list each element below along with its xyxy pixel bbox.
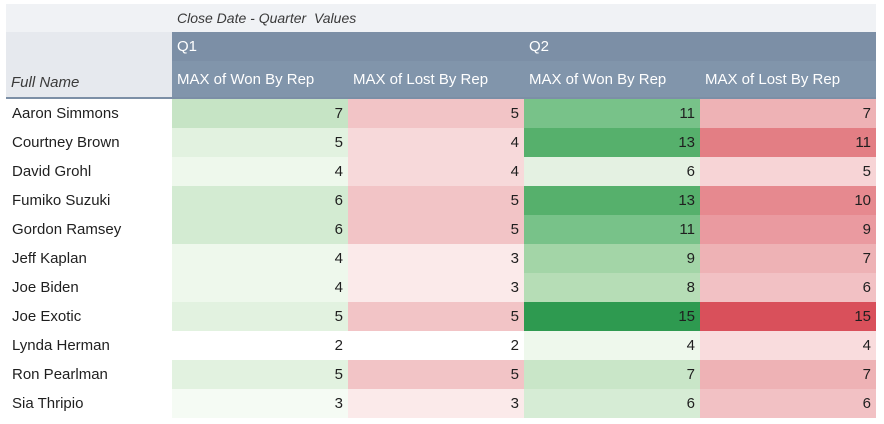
table-row: Aaron Simmons 7 5 11 7 [6, 97, 876, 128]
table-row: Jeff Kaplan 4 3 9 7 [6, 244, 876, 273]
row-name-cell[interactable]: Ron Pearlman [6, 360, 172, 389]
measure-header[interactable]: MAX of Won By Rep [524, 61, 700, 98]
value-cell[interactable]: 7 [700, 360, 876, 389]
value-cell[interactable]: 5 [172, 360, 348, 389]
row-field-header[interactable]: Full Name [6, 61, 172, 98]
measure-header[interactable]: MAX of Won By Rep [172, 61, 348, 98]
value-cell[interactable]: 11 [524, 215, 700, 244]
row-name-cell[interactable]: Joe Exotic [6, 302, 172, 331]
corner-cell-2 [6, 32, 172, 61]
value-cell[interactable]: 5 [348, 302, 524, 331]
value-cell[interactable]: 3 [348, 244, 524, 273]
table-row: David Grohl 4 4 6 5 [6, 157, 876, 186]
pivot-body: Aaron Simmons 7 5 11 7 Courtney Brown 5 4 13 11 Da… [6, 97, 876, 418]
value-cell[interactable]: 8 [524, 273, 700, 302]
table-row: Sia Thripio 3 3 6 6 [6, 389, 876, 418]
row-name-cell[interactable]: Joe Biden [6, 273, 172, 302]
corner-cell [6, 4, 172, 32]
value-cell[interactable]: 6 [524, 157, 700, 186]
table-row: Fumiko Suzuki 6 5 13 10 [6, 186, 876, 215]
value-cell[interactable]: 7 [700, 244, 876, 273]
value-cell[interactable]: 4 [348, 128, 524, 157]
value-cell[interactable]: 6 [700, 273, 876, 302]
row-name-cell[interactable]: Lynda Herman [6, 331, 172, 360]
value-cell[interactable]: 13 [524, 186, 700, 215]
row-name-cell[interactable]: Gordon Ramsey [6, 215, 172, 244]
value-cell[interactable]: 2 [348, 331, 524, 360]
value-cell[interactable]: 11 [700, 128, 876, 157]
value-cell[interactable]: 4 [700, 331, 876, 360]
value-cell[interactable]: 7 [524, 360, 700, 389]
table-row: Courtney Brown 5 4 13 11 [6, 128, 876, 157]
value-cell[interactable]: 6 [524, 389, 700, 418]
value-cell[interactable]: 9 [700, 215, 876, 244]
value-cell[interactable]: 4 [172, 157, 348, 186]
value-cell[interactable]: 15 [524, 302, 700, 331]
column-field-header[interactable]: Close Date - Quarter Values [172, 4, 876, 32]
value-cell[interactable]: 13 [524, 128, 700, 157]
value-cell[interactable]: 2 [172, 331, 348, 360]
column-field-label: Close Date - Quarter [177, 10, 307, 26]
row-name-cell[interactable]: Jeff Kaplan [6, 244, 172, 273]
value-cell[interactable]: 11 [524, 97, 700, 128]
value-cell[interactable]: 5 [348, 215, 524, 244]
value-cell[interactable]: 3 [172, 389, 348, 418]
measure-header[interactable]: MAX of Lost By Rep [700, 61, 876, 98]
value-cell[interactable]: 5 [348, 97, 524, 128]
value-cell[interactable]: 5 [172, 302, 348, 331]
measure-header[interactable]: MAX of Lost By Rep [348, 61, 524, 98]
value-cell[interactable]: 3 [348, 273, 524, 302]
value-cell[interactable]: 5 [348, 186, 524, 215]
value-cell[interactable]: 10 [700, 186, 876, 215]
value-cell[interactable]: 15 [700, 302, 876, 331]
row-name-cell[interactable]: Sia Thripio [6, 389, 172, 418]
value-cell[interactable]: 4 [524, 331, 700, 360]
value-cell[interactable]: 7 [700, 97, 876, 128]
value-cell[interactable]: 5 [348, 360, 524, 389]
row-name-cell[interactable]: Aaron Simmons [6, 97, 172, 128]
value-cell[interactable]: 5 [172, 128, 348, 157]
quarter-header-q1[interactable]: Q1 [172, 32, 524, 61]
value-cell[interactable]: 6 [700, 389, 876, 418]
value-cell[interactable]: 9 [524, 244, 700, 273]
value-cell[interactable]: 4 [348, 157, 524, 186]
value-cell[interactable]: 6 [172, 215, 348, 244]
table-row: Ron Pearlman 5 5 7 7 [6, 360, 876, 389]
value-cell[interactable]: 6 [172, 186, 348, 215]
value-cell[interactable]: 4 [172, 244, 348, 273]
row-name-cell[interactable]: Courtney Brown [6, 128, 172, 157]
table-row: Gordon Ramsey 6 5 11 9 [6, 215, 876, 244]
quarter-header-q2[interactable]: Q2 [524, 32, 876, 61]
pivot-table: Close Date - Quarter Values Q1 Q2 Full N… [6, 4, 876, 418]
row-name-cell[interactable]: David Grohl [6, 157, 172, 186]
values-label: Values [313, 10, 357, 26]
table-row: Joe Exotic 5 5 15 15 [6, 302, 876, 331]
value-cell[interactable]: 3 [348, 389, 524, 418]
table-row: Joe Biden 4 3 8 6 [6, 273, 876, 302]
table-row: Lynda Herman 2 2 4 4 [6, 331, 876, 360]
value-cell[interactable]: 5 [700, 157, 876, 186]
value-cell[interactable]: 7 [172, 97, 348, 128]
row-name-cell[interactable]: Fumiko Suzuki [6, 186, 172, 215]
value-cell[interactable]: 4 [172, 273, 348, 302]
